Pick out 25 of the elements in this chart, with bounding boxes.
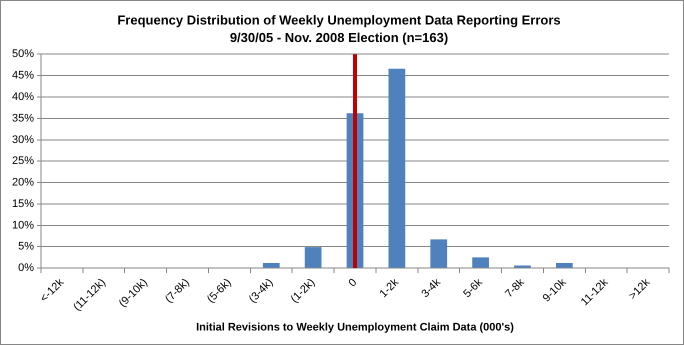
bar: [430, 239, 448, 268]
y-tick-label: 50%: [12, 48, 34, 60]
x-tick-label: 5-6k: [461, 276, 486, 300]
bar: [304, 247, 322, 268]
bar: [472, 257, 489, 268]
y-tick-label: 5%: [18, 240, 34, 253]
y-tick-label: 45%: [12, 70, 34, 82]
y-tick-label: 25%: [12, 155, 34, 168]
y-tick-label: 10%: [12, 219, 34, 232]
bar: [262, 262, 280, 268]
y-tick-label: 20%: [12, 176, 34, 189]
bar: [556, 262, 573, 268]
y-tick-label: 15%: [12, 198, 34, 210]
x-tick-label: 1-2k: [378, 276, 402, 300]
y-tick-label: 35%: [12, 112, 34, 124]
y-tick-label: 0%: [18, 262, 34, 274]
chart-title: Frequency Distribution of Weekly Unemployment Data Reporting Errors: [117, 12, 561, 28]
x-axis-title: Initial Revisions to Weekly Unemployment Claim Data (000's): [196, 321, 514, 334]
y-tick-label: 30%: [12, 134, 34, 146]
bar: [388, 68, 406, 268]
x-tick-label: 7-8k: [503, 276, 528, 300]
x-tick-label: 0: [346, 276, 360, 290]
chart-subtitle: 9/30/05 - Nov. 2008 Election (n=163): [230, 30, 448, 45]
x-tick-label: 3-4k: [419, 276, 444, 300]
y-tick-label: 40%: [12, 91, 34, 104]
